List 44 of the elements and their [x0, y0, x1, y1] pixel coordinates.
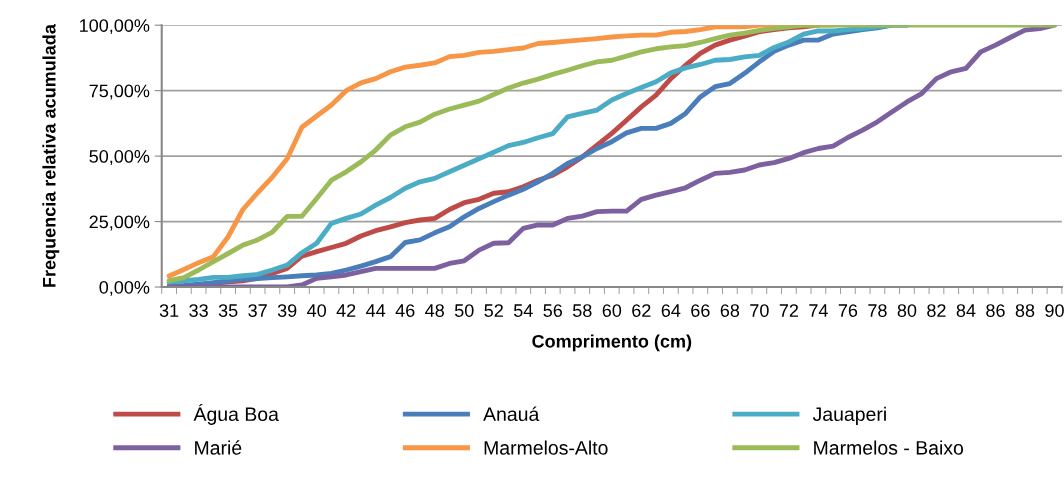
x-tick-label: 64 [661, 304, 681, 317]
legend-label: Jauaperi [812, 406, 886, 425]
legend-label: Água Boa [193, 404, 279, 425]
x-tick-label: 33 [189, 304, 208, 317]
y-tick-label: 50,00% [89, 150, 150, 165]
y-tick-label: 0,00% [99, 280, 150, 296]
x-tick-label: 35 [218, 304, 238, 317]
x-tick-label: 48 [425, 304, 444, 317]
x-tick-label: 74 [809, 304, 828, 317]
x-tick-label: 66 [691, 304, 710, 317]
x-tick-label: 44 [366, 304, 386, 317]
y-axis-title: Frequencia relativa acumulada [42, 24, 60, 287]
x-tick-label: 60 [602, 304, 622, 317]
x-tick-label: 37 [248, 304, 267, 317]
x-tick-label: 68 [720, 304, 740, 317]
y-tick-label: 100,00% [80, 19, 150, 35]
x-tick-label: 84 [956, 304, 976, 317]
x-tick-label: 76 [838, 304, 858, 317]
x-tick-label: 82 [927, 304, 946, 317]
y-tick-label: 25,00% [89, 215, 150, 231]
x-axis-title: Comprimento (cm) [532, 334, 692, 352]
x-tick-label: 56 [543, 304, 563, 317]
legend-label: Anauá [483, 406, 540, 422]
legend-label: Marmelos-Alto [484, 440, 608, 455]
x-tick-label: 78 [868, 304, 887, 317]
x-tick-label: 88 [1015, 304, 1035, 317]
legend-label: Marié [195, 440, 242, 455]
y-tick-label: 75,00% [89, 84, 150, 100]
x-tick-label: 70 [750, 304, 769, 317]
x-tick-label: 90 [1045, 304, 1064, 317]
x-tick-label: 50 [454, 304, 474, 317]
x-tick-label: 39 [277, 304, 297, 317]
x-tick-label: 52 [484, 304, 503, 317]
x-tick-label: 62 [632, 304, 651, 317]
x-tick-label: 46 [395, 304, 415, 317]
x-tick-label: 80 [897, 304, 917, 317]
x-tick-label: 86 [986, 304, 1005, 317]
x-tick-label: 72 [779, 304, 799, 317]
x-tick-label: 58 [572, 304, 592, 317]
x-tick-label: 40 [307, 304, 327, 317]
x-tick-label: 54 [513, 304, 533, 317]
x-tick-label: 42 [336, 304, 356, 317]
x-tick-label: 31 [159, 304, 179, 317]
legend-label: Marmelos - Baixo [814, 440, 964, 455]
